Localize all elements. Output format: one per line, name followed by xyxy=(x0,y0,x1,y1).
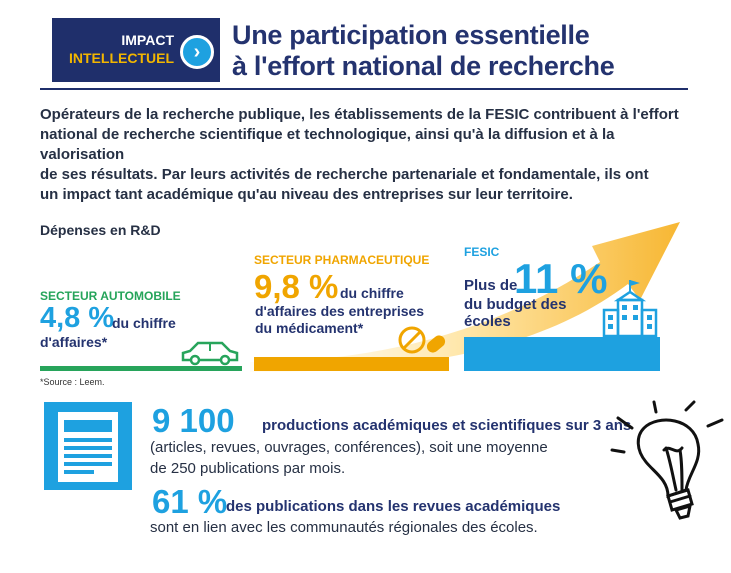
intro-paragraph: Opérateurs de la recherche publique, les… xyxy=(40,105,700,205)
intro-line: de ses résultats. Par leurs activités de… xyxy=(40,166,649,183)
stat1-desc: productions académiques et scientifiques… xyxy=(262,417,632,434)
intro-line: un impact tant académique qu'au niveau d… xyxy=(40,186,573,203)
pharma-value: 9,8 % xyxy=(254,268,339,305)
stat1-value: 9 100 xyxy=(152,402,235,439)
automobile-title: SECTEUR AUTOMOBILE xyxy=(40,289,181,303)
rd-label: Dépenses en R&D xyxy=(40,222,161,238)
fesic-pre: Plus de xyxy=(464,277,518,294)
stat2-desc: des publications dans les revues académi… xyxy=(226,498,561,515)
pharma-title: SECTEUR PHARMACEUTIQUE xyxy=(254,253,430,267)
fesic-desc-line: du budget des xyxy=(464,296,567,313)
pharma-desc2-line: d'affaires des entreprises xyxy=(255,303,425,319)
title-divider xyxy=(40,88,688,90)
newspaper-icon xyxy=(44,402,132,490)
automobile-desc1: du chiffre xyxy=(112,315,176,331)
fesic-desc-line: écoles xyxy=(464,313,511,330)
car-icon xyxy=(181,341,239,366)
header-badge: IMPACT INTELLECTUEL xyxy=(52,18,220,82)
fesic-desc: du budget des écoles xyxy=(464,296,567,330)
lightbulb-icon xyxy=(610,400,724,520)
stat1-line2: (articles, revues, ouvrages, conférences… xyxy=(150,439,548,456)
badge-line1: IMPACT xyxy=(121,32,174,48)
page-title: Une participation essentielle à l'effort… xyxy=(232,20,615,82)
source-note: *Source : Leem. xyxy=(40,377,105,387)
automobile-bar xyxy=(40,366,242,371)
pharma-bar xyxy=(254,357,449,371)
school-building-icon xyxy=(602,280,658,338)
badge-line2: INTELLECTUEL xyxy=(69,50,174,66)
pills-icon xyxy=(398,326,446,354)
title-line2: à l'effort national de recherche xyxy=(232,51,615,81)
stat1-line3: de 250 publications par mois. xyxy=(150,460,346,477)
title-line1: Une participation essentielle xyxy=(232,20,590,50)
pharma-desc2: d'affaires des entreprises du médicament… xyxy=(255,303,424,337)
intro-line: national de recherche scientifique et te… xyxy=(40,126,615,163)
stat2-line2: sont en lien avec les communautés région… xyxy=(150,519,538,536)
pharma-desc1: du chiffre xyxy=(340,285,404,301)
fesic-value: 11 % xyxy=(514,255,608,302)
intro-line: Opérateurs de la recherche publique, les… xyxy=(40,106,679,123)
automobile-desc2: d'affaires* xyxy=(40,334,108,350)
pharma-desc2-line: du médicament* xyxy=(255,320,364,336)
fesic-title: FESIC xyxy=(464,245,500,259)
chevron-right-icon: › xyxy=(180,35,214,69)
automobile-value: 4,8 % xyxy=(40,302,115,334)
stat2-value: 61 % xyxy=(152,483,228,520)
fesic-bar xyxy=(464,337,660,371)
